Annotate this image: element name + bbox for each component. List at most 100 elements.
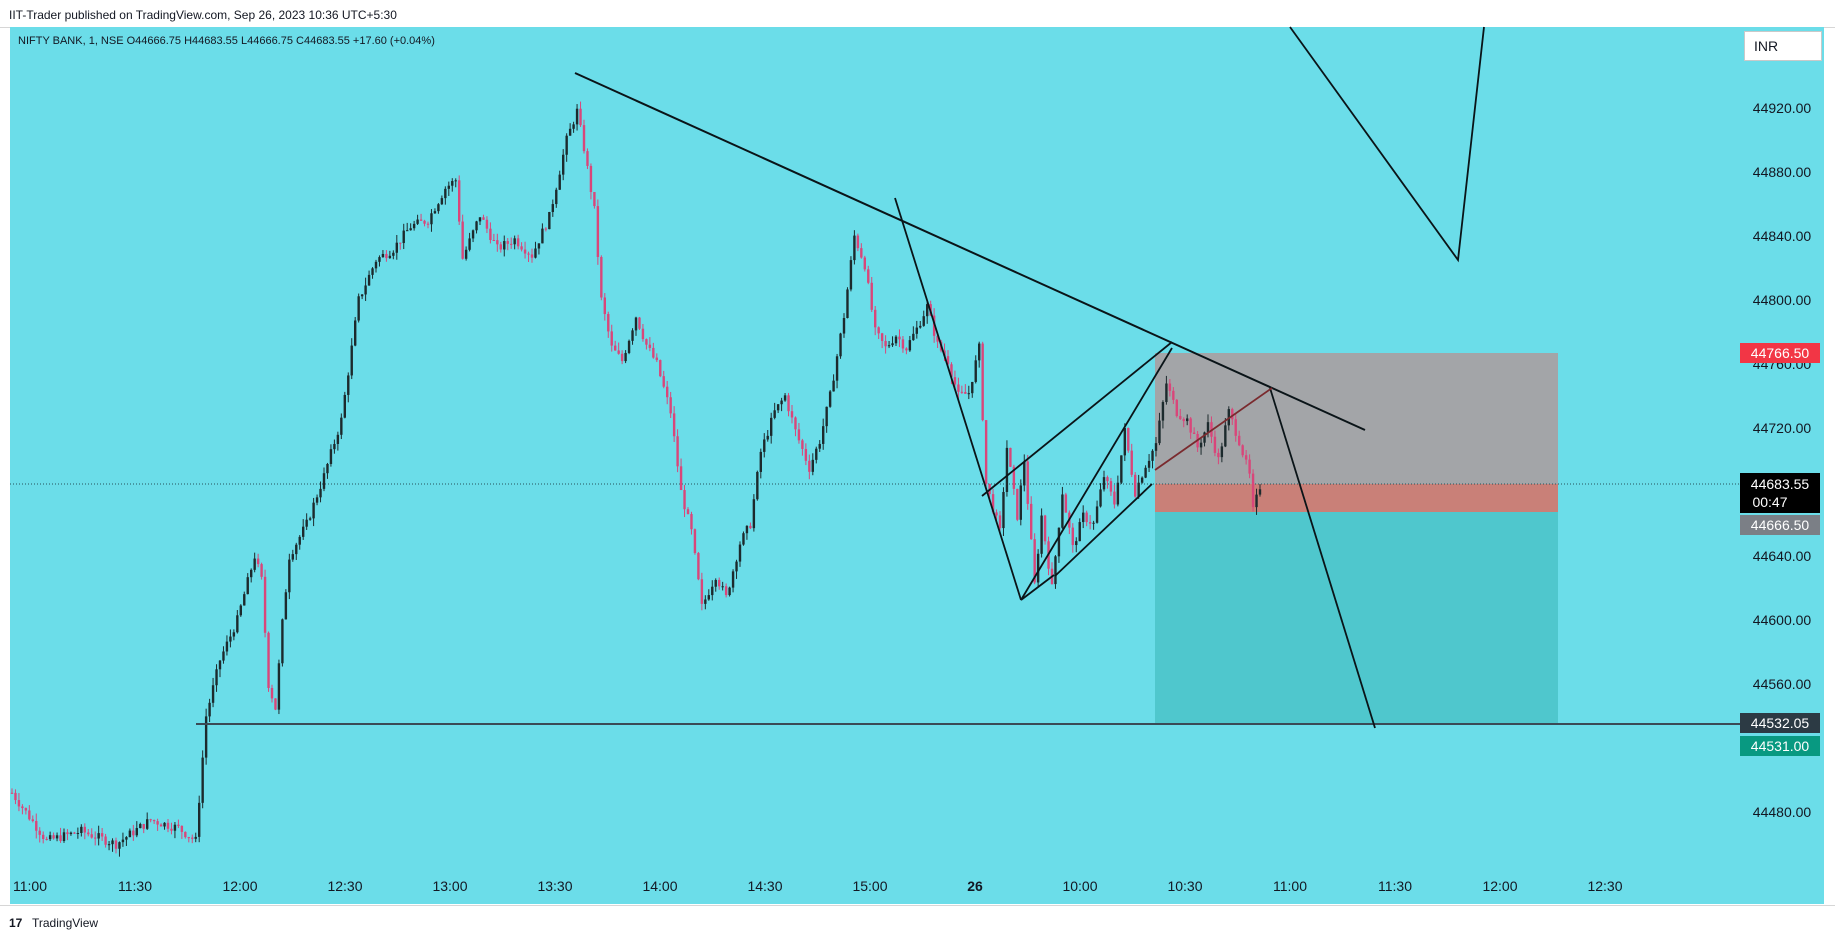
rising-channel-upper[interactable] [981, 341, 1173, 497]
candle-body [107, 844, 111, 846]
candle-body [1061, 494, 1064, 528]
candle-body [926, 304, 929, 317]
candle-body [877, 327, 880, 334]
candle-body [794, 417, 797, 430]
candle-body [35, 821, 38, 831]
current-price-label: 44683.55 [1751, 476, 1810, 492]
candle-body [1203, 432, 1206, 443]
candle-body [1238, 435, 1241, 446]
currency-selector[interactable]: INR [1744, 31, 1822, 61]
x-tick-label: 10:00 [1062, 878, 1097, 894]
candle-body [627, 340, 631, 353]
candle-body [201, 757, 204, 803]
candle-body [849, 260, 853, 290]
time-axis[interactable]: 11:00 11:30 12:00 12:30 13:00 13:30 14:00 14:30… [13, 878, 1623, 894]
candle-body [818, 443, 821, 449]
candle-body [260, 564, 263, 577]
candle-body [957, 384, 960, 392]
candle-body [69, 832, 73, 835]
candle-body [1092, 522, 1095, 524]
candle-body [842, 318, 846, 334]
y-tick-label: 44640.00 [1753, 548, 1812, 564]
rising-channel-base[interactable] [1020, 574, 1055, 601]
candle-body [1234, 419, 1237, 436]
support-price-badge-label: 44532.05 [1751, 715, 1810, 731]
candle-body [121, 839, 125, 843]
candle-body [998, 515, 1002, 529]
candle-body [42, 834, 45, 839]
candle-body [263, 576, 267, 633]
candle-body [548, 212, 551, 230]
projection-zigzag[interactable] [1289, 26, 1485, 263]
projection-down-leg[interactable] [894, 197, 1022, 601]
x-tick-label: 11:00 [13, 878, 47, 894]
candle-body [1213, 436, 1217, 453]
y-tick-label: 44880.00 [1753, 164, 1812, 180]
candle-body [416, 219, 419, 224]
candle-body [350, 345, 353, 376]
candle-body [471, 230, 475, 239]
footer: 17 TradingView [0, 905, 1835, 940]
candle-body [1165, 383, 1168, 403]
candle-body [66, 832, 69, 835]
candle-body [901, 339, 905, 349]
candle-body [919, 325, 922, 328]
price-axis[interactable]: 44920.0044880.0044840.0044800.0044760.00… [1753, 100, 1812, 820]
candle-body [815, 448, 818, 460]
candle-body [1082, 512, 1085, 523]
rising-channel-lower[interactable] [1020, 347, 1173, 601]
candle-body [867, 269, 870, 283]
candle-body [964, 391, 967, 394]
candle-body [229, 636, 232, 642]
candle-body [194, 836, 197, 839]
candle-body [288, 559, 291, 593]
projection-right-drop[interactable] [1269, 387, 1376, 729]
red-segment-right[interactable] [1154, 387, 1273, 471]
candle-body [822, 426, 825, 444]
y-tick-label: 44600.00 [1753, 612, 1812, 628]
candle-body [128, 830, 132, 838]
candle-body [464, 249, 468, 259]
candle-body [1120, 455, 1123, 483]
candle-body [908, 340, 912, 351]
target-zone [1155, 512, 1558, 724]
symbol-info: NIFTY BANK, 1, NSE O44666.75 H44683.55 L… [18, 35, 435, 47]
x-tick-label: 13:00 [432, 878, 467, 894]
candle-body [489, 228, 492, 240]
footer-brand: TradingView [32, 916, 99, 930]
candle-body [634, 317, 638, 331]
candle-body [1123, 428, 1126, 456]
candle-body [641, 328, 645, 340]
candle-body [672, 413, 676, 437]
candle-body [159, 824, 163, 827]
candle-body [281, 619, 284, 664]
candle-body [714, 579, 717, 587]
candle-body [1113, 491, 1116, 505]
candle-body [333, 443, 336, 450]
candle-body [1220, 446, 1224, 458]
candle-body [187, 837, 190, 839]
candle-body [225, 641, 229, 652]
x-tick-label: 12:30 [1587, 878, 1622, 894]
candle-body [305, 519, 308, 527]
wedge-left-leg[interactable] [1054, 483, 1153, 577]
candle-body [496, 240, 499, 245]
candle-body [960, 391, 964, 393]
candle-body [610, 331, 613, 346]
candle-body [1140, 477, 1144, 483]
candle-body [1189, 418, 1192, 433]
candle-body [693, 529, 697, 554]
candle-body [73, 832, 76, 834]
candle-body [575, 108, 579, 125]
descending-trendline[interactable] [574, 72, 1366, 431]
candle-body [808, 460, 811, 472]
candle-body [520, 246, 523, 250]
candle-body [253, 558, 256, 570]
x-tick-label: 12:00 [1482, 878, 1517, 894]
x-tick-label: 15:00 [852, 878, 887, 894]
candle-body [24, 808, 28, 811]
candle-body [1147, 460, 1151, 468]
candle-body [378, 257, 381, 262]
candle-body [728, 587, 731, 596]
